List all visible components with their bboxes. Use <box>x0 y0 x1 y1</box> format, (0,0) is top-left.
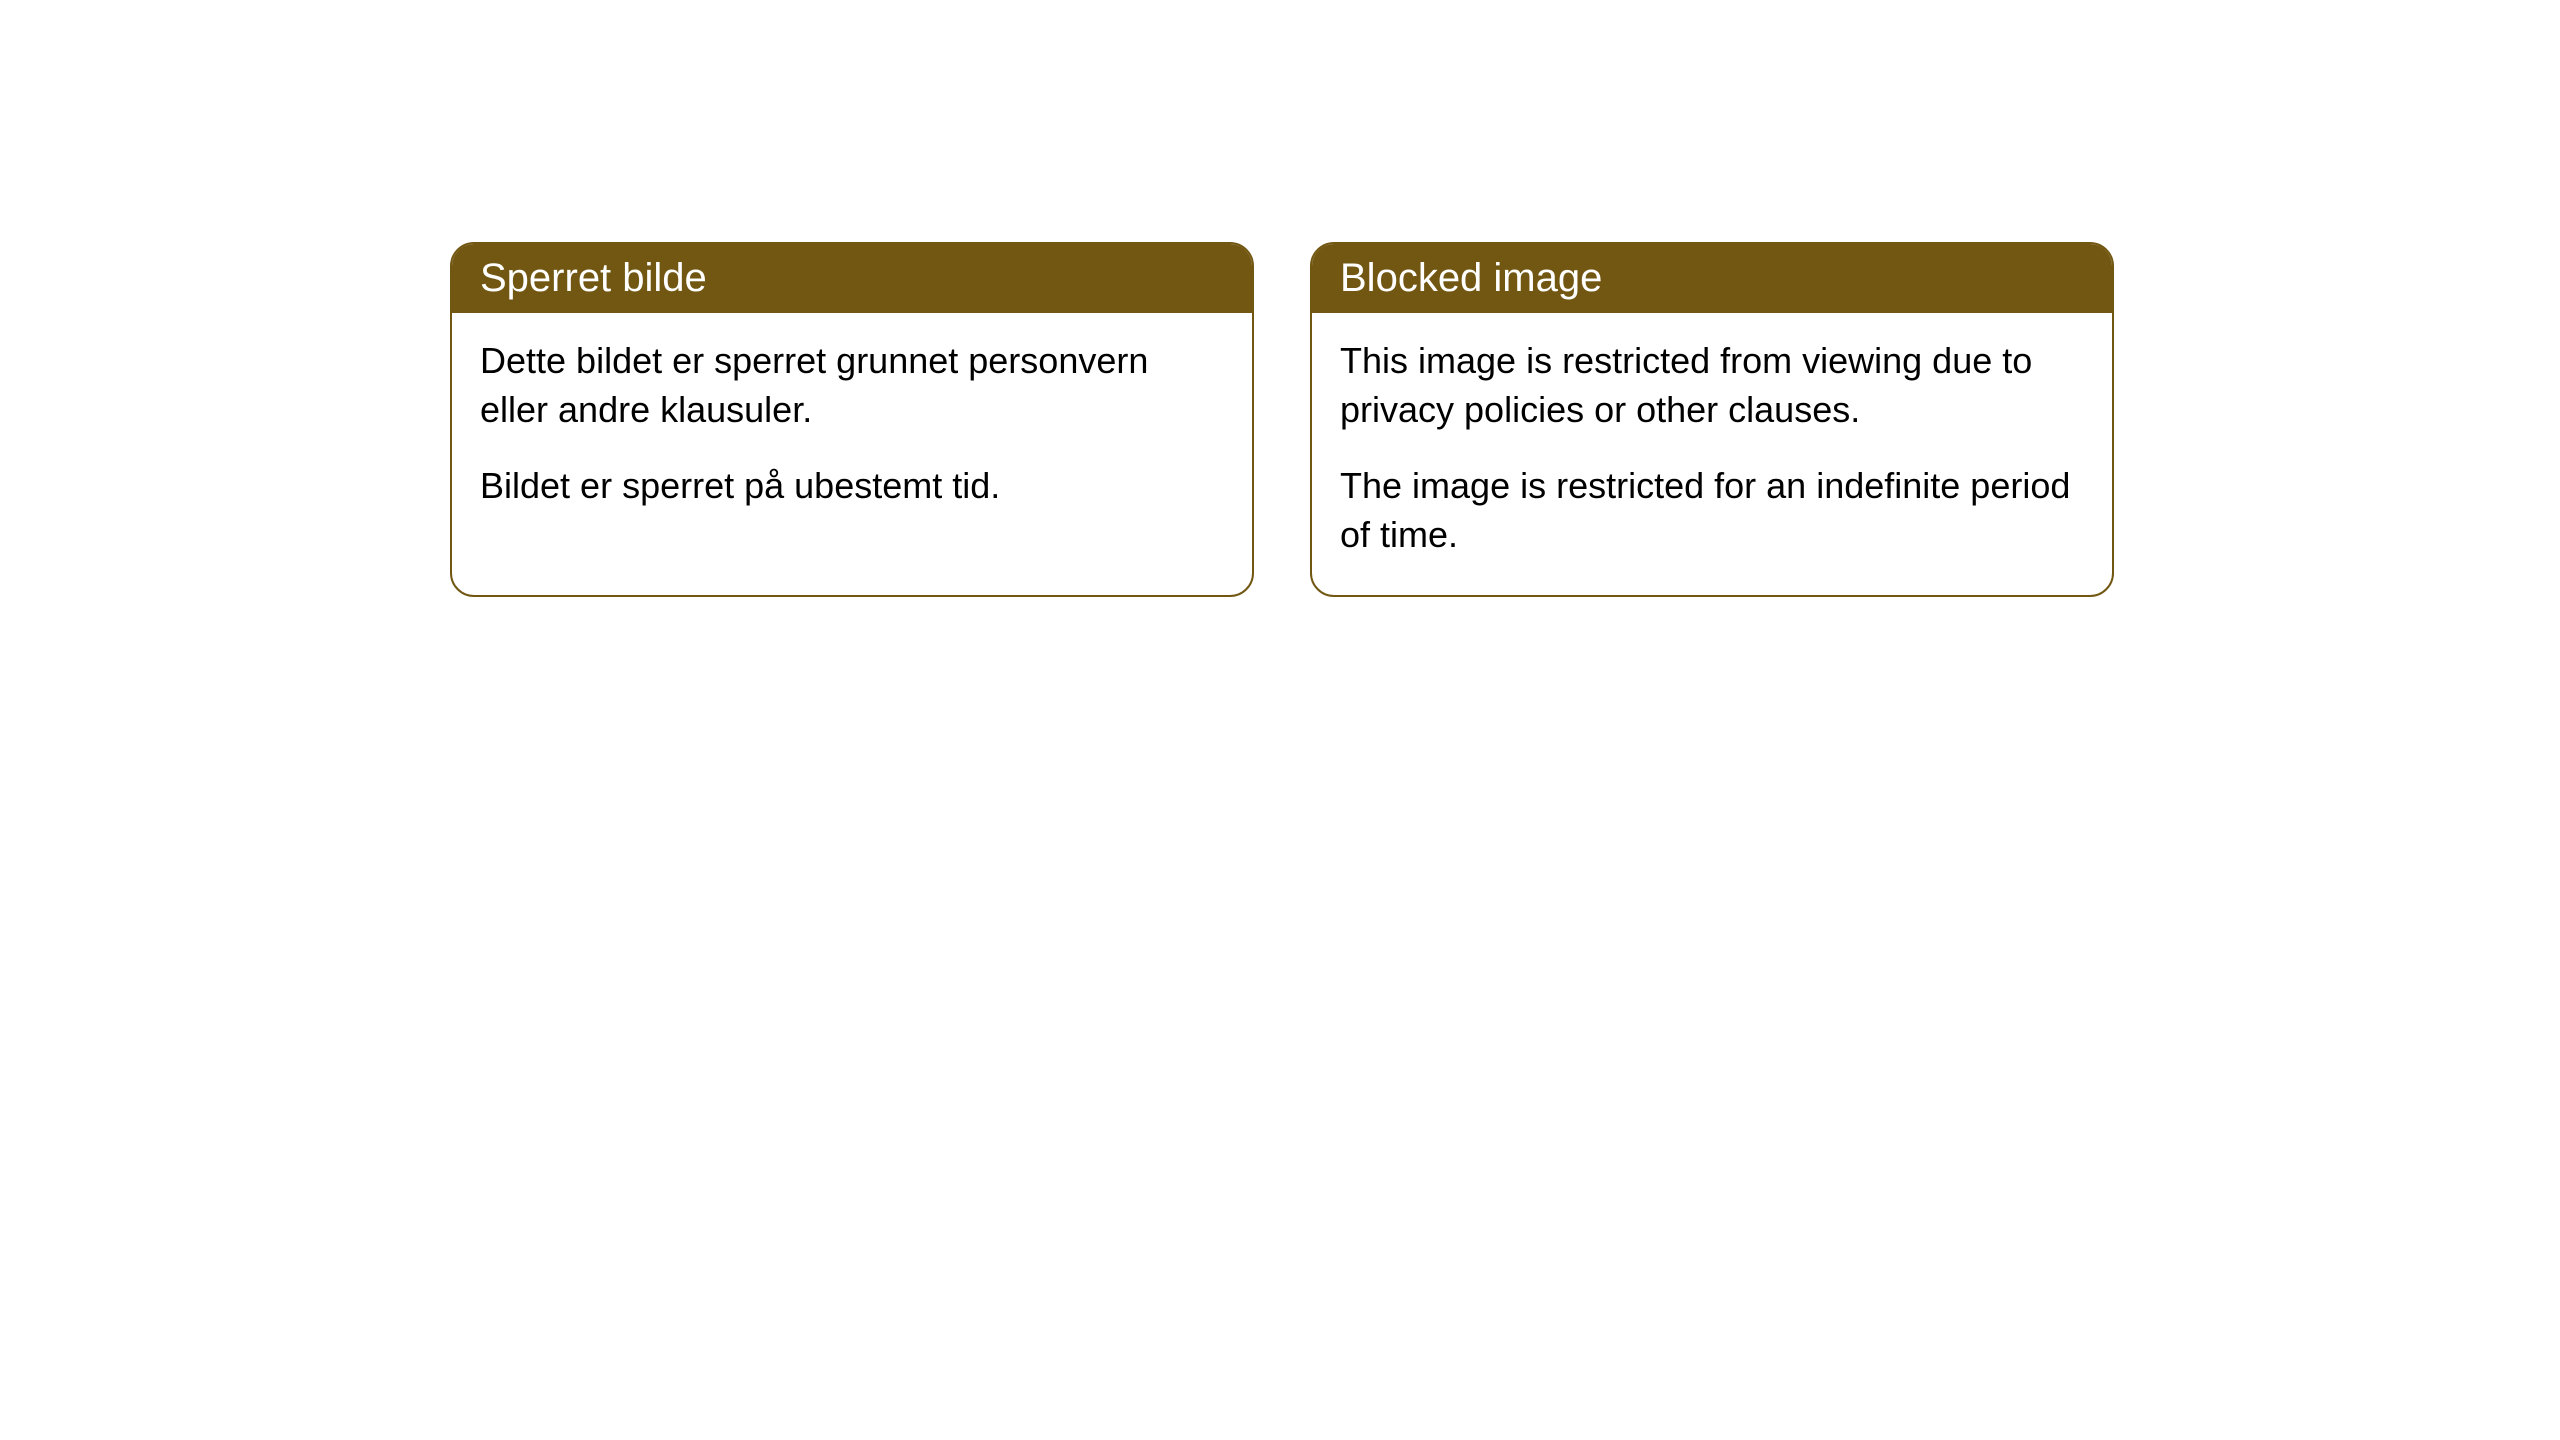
blocked-image-card-no: Sperret bilde Dette bildet er sperret gr… <box>450 242 1254 597</box>
card-paragraph-1: Dette bildet er sperret grunnet personve… <box>480 337 1224 434</box>
card-body: Dette bildet er sperret grunnet personve… <box>452 313 1252 547</box>
card-paragraph-2: The image is restricted for an indefinit… <box>1340 462 2084 559</box>
cards-container: Sperret bilde Dette bildet er sperret gr… <box>450 242 2114 597</box>
card-body: This image is restricted from viewing du… <box>1312 313 2112 595</box>
card-paragraph-2: Bildet er sperret på ubestemt tid. <box>480 462 1224 511</box>
blocked-image-card-en: Blocked image This image is restricted f… <box>1310 242 2114 597</box>
card-paragraph-1: This image is restricted from viewing du… <box>1340 337 2084 434</box>
card-header: Blocked image <box>1312 244 2112 313</box>
card-header: Sperret bilde <box>452 244 1252 313</box>
